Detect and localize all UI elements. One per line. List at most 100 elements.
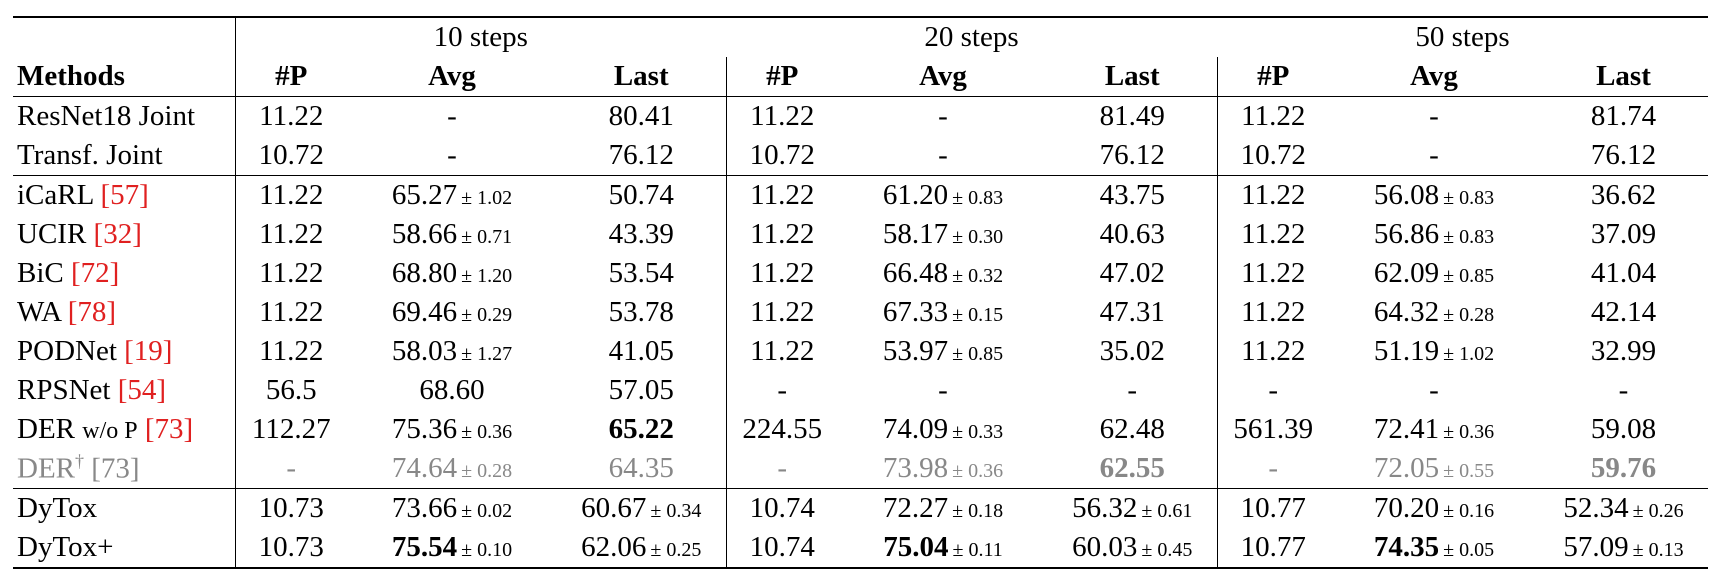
value-cell: 10.74 (725, 528, 838, 569)
value: 59.76 (1590, 452, 1657, 484)
value-cell: 76.12 (1539, 136, 1708, 176)
value: 37.09 (1590, 218, 1657, 250)
value-cell: 35.02 (1048, 332, 1217, 371)
method-name: DER (17, 452, 75, 485)
value: 53.54 (608, 257, 674, 289)
method-variant: w/o P (82, 418, 138, 444)
column-header: Last (1104, 60, 1160, 92)
value-cell: 57.09 ± 0.13 (1539, 528, 1708, 569)
table-row: Transf. Joint 10.72 - 76.12 10.72 - 76.12 10.72… (13, 136, 1708, 176)
value-cell: 58.17 ± 0.30 (838, 215, 1048, 254)
std: ± 0.15 (952, 304, 1004, 326)
value: - (447, 100, 457, 132)
std: ± 0.05 (1443, 539, 1495, 561)
value: 11.22 (1241, 257, 1306, 289)
std: ± 0.34 (650, 500, 702, 522)
value: 11.22 (750, 179, 815, 211)
value-cell: 75.54 ± 0.10 (347, 528, 557, 569)
value: 11.22 (1241, 218, 1306, 250)
value-cell: 75.04 ± 0.11 (838, 528, 1048, 569)
method-name: ResNet18 Joint (17, 100, 196, 132)
value: 57.05 (608, 374, 674, 406)
value-cell: 65.22 (557, 410, 726, 449)
method-name: PODNet (17, 335, 117, 367)
method-cell: DER† [73] (13, 449, 236, 489)
value: - (1127, 374, 1138, 406)
value-cell: 56.32 ± 0.61 (1048, 488, 1217, 528)
value-cell: 72.41 ± 0.36 (1329, 410, 1539, 449)
value-cell: - (347, 96, 557, 136)
value-cell: 11.22 (725, 215, 838, 254)
value: - (938, 374, 948, 406)
value: 76.12 (608, 139, 674, 171)
value-cell: 10.77 (1216, 488, 1329, 528)
value-cell: 72.27 ± 0.18 (838, 488, 1048, 528)
value: 50.74 (608, 179, 674, 211)
value: 41.04 (1590, 257, 1657, 289)
value: 11.22 (1241, 100, 1306, 132)
value: 73.98 (882, 452, 949, 484)
value-cell: 62.48 (1048, 410, 1217, 449)
value: 56.86 (1373, 218, 1440, 250)
value: 62.09 (1373, 257, 1440, 289)
value-cell: - (1329, 96, 1539, 136)
table-row: iCaRL [57] 11.22 65.27 ± 1.02 50.74 11.22 61.2… (13, 175, 1708, 215)
value: 40.63 (1099, 218, 1165, 250)
value: 43.39 (608, 218, 674, 250)
value-cell: 11.22 (1216, 96, 1329, 136)
value-cell: - (1216, 449, 1329, 489)
value-cell: - (1216, 371, 1329, 410)
value: 11.22 (750, 335, 815, 367)
value: 69.46 (391, 296, 458, 328)
value: - (447, 139, 457, 171)
std: ± 1.27 (461, 343, 513, 365)
value-cell: 57.05 (557, 371, 726, 410)
value-cell: 76.12 (557, 136, 726, 176)
value-cell: 59.08 (1539, 410, 1708, 449)
value: 11.22 (259, 100, 324, 132)
value: 53.97 (882, 335, 949, 367)
value: 10.73 (258, 492, 324, 524)
value: - (938, 100, 948, 132)
value: 64.32 (1373, 296, 1440, 328)
value-cell: 50.74 (557, 175, 726, 215)
value: 11.22 (259, 335, 324, 367)
value-cell: 52.34 ± 0.26 (1539, 488, 1708, 528)
citation: [73] (144, 413, 194, 445)
value-cell: 66.48 ± 0.32 (838, 254, 1048, 293)
value: 58.17 (882, 218, 949, 250)
value-cell: 53.97 ± 0.85 (838, 332, 1048, 371)
std: ± 0.32 (952, 265, 1004, 287)
value-cell: - (1329, 371, 1539, 410)
value-cell: 11.22 (1216, 254, 1329, 293)
value: 224.55 (742, 413, 823, 445)
value-cell: 40.63 (1048, 215, 1217, 254)
value: 73.66 (391, 492, 458, 524)
column-header: Last (1596, 60, 1651, 92)
value: 11.22 (750, 296, 815, 328)
value: 56.32 (1072, 492, 1138, 524)
value: 72.41 (1373, 413, 1440, 445)
value-cell: 61.20 ± 0.83 (838, 175, 1048, 215)
value-cell: - (235, 449, 347, 489)
value: - (1268, 452, 1279, 484)
value-cell: 73.66 ± 0.02 (347, 488, 557, 528)
std: ± 0.25 (650, 539, 702, 561)
value: 61.20 (882, 179, 949, 211)
value: 59.08 (1590, 413, 1657, 445)
value-cell: 561.39 (1216, 410, 1329, 449)
value: 43.75 (1099, 179, 1165, 211)
value-cell: 62.09 ± 0.85 (1329, 254, 1539, 293)
value: 57.09 (1563, 531, 1629, 563)
value: 72.05 (1373, 452, 1440, 484)
std: ± 0.18 (952, 500, 1004, 522)
value-cell: - (1048, 371, 1217, 410)
column-header: Last (613, 60, 669, 92)
citation: [72] (71, 257, 120, 289)
value: 58.03 (391, 335, 458, 367)
value-cell: 112.27 (235, 410, 347, 449)
value: 10.73 (258, 531, 324, 563)
value-cell: 64.35 (557, 449, 726, 489)
value: 10.72 (1240, 139, 1306, 171)
